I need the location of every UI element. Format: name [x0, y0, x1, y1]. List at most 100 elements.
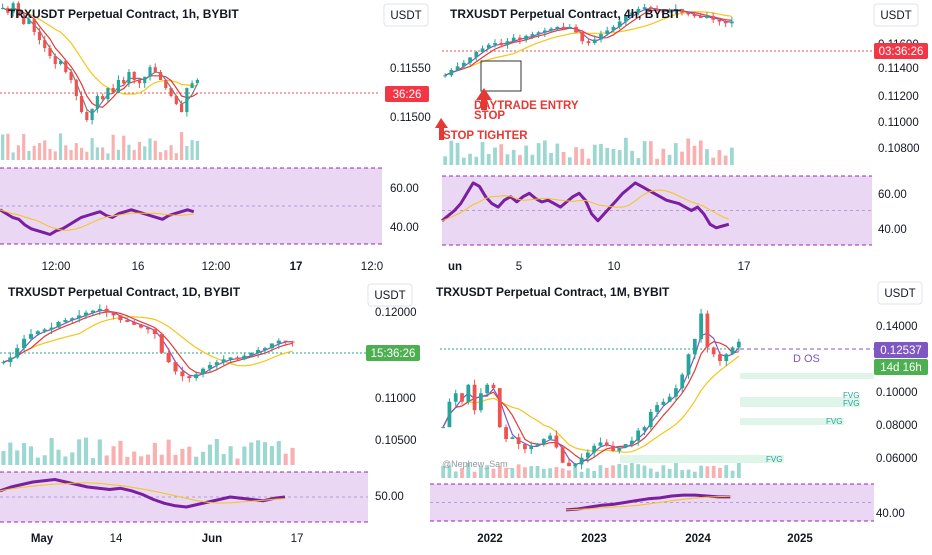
p2-candle-body [555, 26, 560, 29]
p1-volume-bar [6, 133, 10, 160]
p3-volume-bar [207, 444, 213, 465]
p3-volume-bar [269, 446, 274, 465]
p3-ytick-1: 0.12000 [375, 307, 417, 319]
p1-volume-bar [69, 149, 73, 160]
p3-xtick-3: Jun [202, 533, 222, 545]
p2-xtick-2: 5 [516, 261, 522, 273]
p3-volume-bar [104, 455, 109, 465]
p4-volume-bar [453, 471, 458, 478]
p4-volume-bar [472, 471, 477, 478]
panel-1h[interactable]: TRXUSDT Perpetual Contract, 1h, BYBIT US… [0, 1, 431, 273]
p4-volume-bar [554, 467, 559, 478]
p2-volume-bar [549, 152, 553, 165]
p2-annotation-stop: STOP [474, 110, 505, 122]
p1-volume-bar [16, 145, 20, 160]
p4-volume-bar [617, 463, 622, 478]
p4-volume-bar [535, 465, 540, 478]
p3-candle-body [132, 321, 137, 325]
p3-rsi-pane [0, 471, 368, 523]
p1-volume-bar [1, 134, 5, 160]
p4-candle-body [655, 405, 659, 412]
p2-volume-bar [605, 147, 610, 165]
p1-candle-body [122, 80, 126, 84]
p4-volume-bar [460, 468, 464, 478]
p2-volume-bar [705, 149, 709, 165]
p1-candles [0, 1, 380, 160]
p3-candle-body [111, 312, 116, 316]
p1-candle-body [101, 96, 105, 100]
p4-candle-body [592, 445, 597, 453]
p4-fvg-zone-4 [620, 455, 784, 463]
p3-currency-button[interactable] [367, 283, 413, 307]
p2-candle-body [461, 62, 466, 67]
p1-currency-button[interactable] [383, 3, 429, 27]
p2-candle-body [630, 12, 635, 17]
p4-volume-bar [636, 464, 641, 478]
p1-xtick-3: 12:00 [202, 261, 231, 273]
p2-currency-button[interactable] [873, 3, 919, 27]
p4-rsi-tick-1: 40.00 [876, 508, 905, 520]
p3-rsi-ma-line [0, 482, 286, 504]
p2-candle-body [698, 16, 703, 18]
p3-volume-bar [77, 439, 82, 465]
p4-candle-body [705, 313, 710, 348]
p3-ytick-3: 0.10500 [375, 435, 417, 447]
p2-candle-body [617, 21, 622, 27]
p3-volume-bar [83, 437, 89, 465]
p4-ytick-3: 0.08000 [876, 420, 918, 432]
p3-candle-body [1, 362, 6, 364]
p4-volume-bar [598, 465, 603, 478]
p3-volume-bar [8, 442, 13, 465]
p4-candles [440, 308, 742, 478]
p4-price-tag [874, 342, 928, 358]
panel-1m[interactable]: TRXUSDT Perpetual Contract, 1M, BYBIT US… [430, 281, 928, 545]
p3-candle-body [152, 329, 157, 335]
p4-candle-body [648, 411, 653, 428]
p2-candle-body [673, 8, 678, 11]
p4-volume-bar [548, 468, 552, 478]
p3-xtick-2: 14 [110, 533, 123, 545]
p2-candle-body [518, 37, 522, 40]
p1-candle-body [153, 67, 157, 72]
p1-candle-body [11, 3, 15, 13]
p2-volume-bar [542, 140, 547, 165]
p1-volume-bar [127, 144, 131, 160]
p2-candle-body [474, 52, 479, 58]
p2-arrow-up-icon [476, 88, 492, 110]
p2-candles [442, 3, 872, 165]
p3-title: TRXUSDT Perpetual Contract, 1D, BYBIT [8, 285, 241, 299]
p2-candle-body [530, 34, 535, 36]
p4-volume-bar [642, 465, 647, 478]
p2-volume-bar [648, 141, 653, 165]
panel-1d[interactable]: TRXUSDT Perpetual Contract, 1D, BYBIT US… [0, 283, 420, 545]
p1-candle-body [195, 80, 199, 84]
p4-candle-body [730, 347, 735, 355]
p1-volume-bar [190, 140, 194, 160]
p1-candle-body [185, 88, 189, 112]
p1-volume-bar [27, 150, 31, 160]
p1-volume-bar [95, 147, 99, 160]
p1-candle-body [32, 19, 36, 32]
p4-candle-body [485, 384, 490, 394]
p4-candle-body [504, 427, 508, 440]
p3-candle-body [201, 368, 206, 375]
p1-rsi-line [0, 208, 195, 236]
p1-candle-body [148, 67, 152, 77]
p1-candle-body [58, 60, 63, 64]
p4-candle-body [630, 440, 634, 445]
p2-candle-body [449, 69, 454, 76]
p4-volume-bar [485, 465, 490, 478]
panel-4h[interactable]: TRXUSDT Perpetual Contract, 4h, BYBIT US… [435, 3, 928, 273]
p2-candle-body [561, 26, 566, 29]
p4-moving-average-line [442, 341, 740, 462]
p1-candle-body [106, 88, 110, 100]
p1-candle-body [64, 60, 68, 72]
p3-volume-bar [111, 446, 116, 465]
p1-volume-bar [58, 133, 63, 160]
p1-candle-body [169, 88, 173, 96]
p3-candle-body [276, 340, 281, 344]
p3-volume-bar [56, 449, 61, 465]
p4-countdown-text: 14d 16h [880, 362, 922, 374]
p4-volume-bar [491, 468, 496, 478]
p4-currency-button[interactable] [877, 281, 923, 305]
